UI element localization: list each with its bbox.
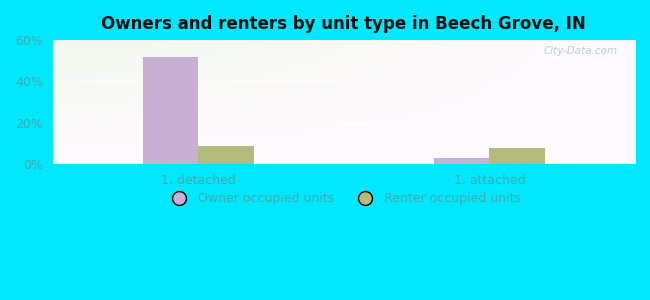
Bar	[434, 158, 489, 164]
Text: City-Data.com: City-Data.com	[543, 46, 618, 56]
Bar	[489, 148, 545, 164]
Bar	[143, 57, 198, 164]
Bar	[198, 146, 254, 164]
Legend: Owner occupied units, Renter occupied units: Owner occupied units, Renter occupied un…	[162, 187, 526, 210]
Title: Owners and renters by unit type in Beech Grove, IN: Owners and renters by unit type in Beech…	[101, 15, 586, 33]
